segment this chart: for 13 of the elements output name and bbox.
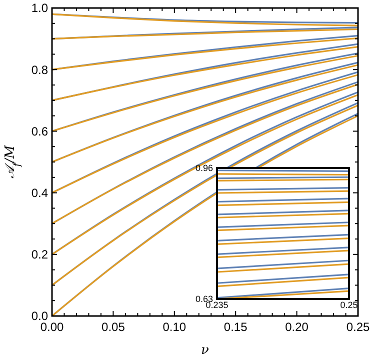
x-tick-label: 0.15 [224,320,248,334]
x-tick-label: 0.20 [285,320,309,334]
y-tick-label: 1.0 [31,1,48,16]
x-tick-label: 0.10 [162,320,186,334]
x-tick-label: 0.25 [346,320,370,334]
y-tick-label: 0.4 [31,186,48,200]
y-tick-label: 0.8 [31,62,48,77]
x-tick-label: 0.05 [102,320,126,334]
x-tick-label: 0.25 [340,300,358,310]
y-tick-label: 0.6 [31,124,48,138]
y-tick-label: 0.96 [195,163,213,174]
x-axis-title: ν [201,343,210,358]
y-tick-label: 0.2 [31,248,48,262]
